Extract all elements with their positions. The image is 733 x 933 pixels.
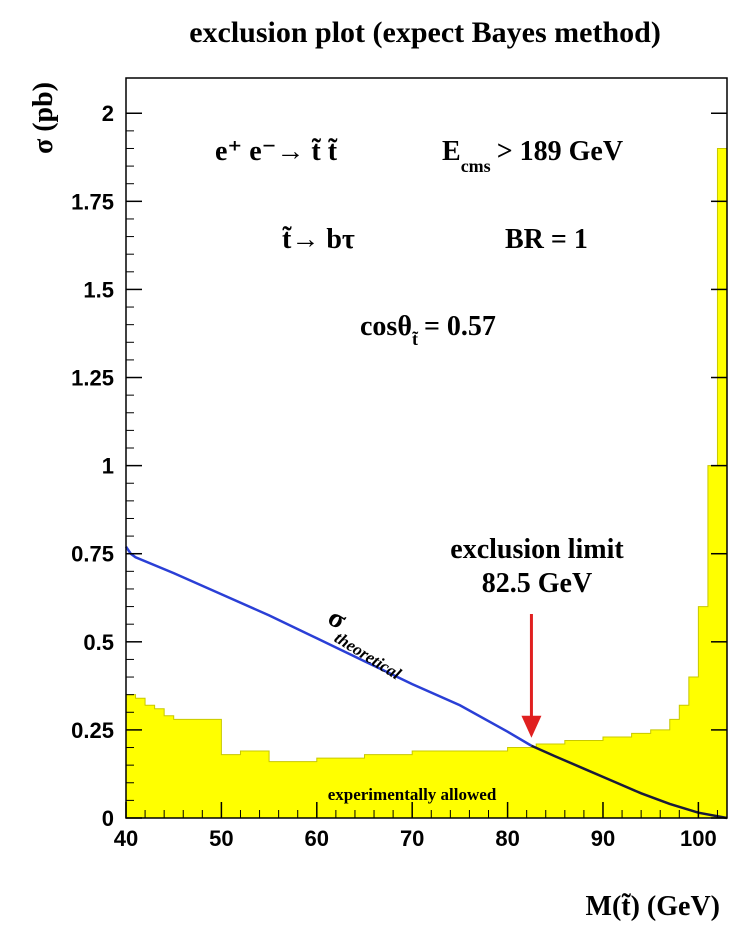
y-tick-label: 1.75: [71, 189, 114, 214]
mixing-value: = 0.57: [424, 311, 496, 342]
theory-line-layer: [124, 545, 728, 820]
energy-value: > 189 GeV: [497, 136, 623, 167]
limit-label-line1: exclusion limit: [450, 534, 624, 565]
y-tick-label: 0.5: [83, 630, 114, 655]
theory-line-excluded: [530, 744, 728, 820]
limit-arrow: [521, 614, 542, 738]
process-annotation: e⁺ e⁻→ t̃ t̃: [215, 136, 338, 167]
decay-annotation: t̃→ bτ: [282, 224, 355, 255]
theory-line: [124, 545, 533, 747]
y-tick-label: 0.25: [71, 718, 114, 743]
y-tick-label: 0.75: [71, 542, 114, 567]
x-axis-label: M(t̃) (GeV): [586, 891, 720, 922]
energy-sub: cms: [461, 156, 491, 176]
arrow-head: [521, 715, 542, 738]
y-tick-label: 0: [102, 806, 114, 831]
y-tick-label: 1.25: [71, 366, 114, 391]
mixing-sub: t̃: [412, 329, 418, 349]
x-tick-label: 40: [114, 826, 138, 851]
x-tick-label: 90: [591, 826, 615, 851]
x-tick-label: 60: [305, 826, 329, 851]
plot-frame: [125, 77, 728, 819]
allowed-label: experimentally allowed: [328, 785, 497, 804]
x-tick-label: 100: [680, 826, 717, 851]
chart-title: exclusion plot (expect Bayes method): [189, 16, 661, 49]
allowed-band: [125, 147, 728, 819]
y-axis-label: σ (pb): [28, 82, 59, 154]
sigma-theoretical-label: σ theoretical: [322, 602, 405, 684]
x-tick-label: 70: [400, 826, 424, 851]
y-tick-label: 1: [102, 454, 114, 479]
mixing-main: cosθ: [360, 311, 412, 342]
br-annotation: BR = 1: [505, 224, 588, 255]
y-ticks: 0 0.25 0.5 0.75 1 1.25 1.5 1.75 2: [71, 101, 727, 831]
y-tick-label: 2: [102, 101, 114, 126]
energy-main: E: [442, 136, 461, 167]
x-tick-label: 50: [209, 826, 233, 851]
x-tick-label: 80: [495, 826, 519, 851]
mixing-annotation: cosθt̃ = 0.57: [360, 311, 496, 349]
x-ticks: 40 50 60 70 80 90 100: [114, 802, 718, 851]
y-tick-label: 1.5: [83, 277, 114, 302]
sigma-subscript: theoretical: [331, 628, 405, 684]
limit-label-line2: 82.5 GeV: [482, 568, 592, 599]
allowed-band-layer: [125, 147, 728, 819]
energy-annotation: Ecms > 189 GeV: [442, 136, 623, 176]
